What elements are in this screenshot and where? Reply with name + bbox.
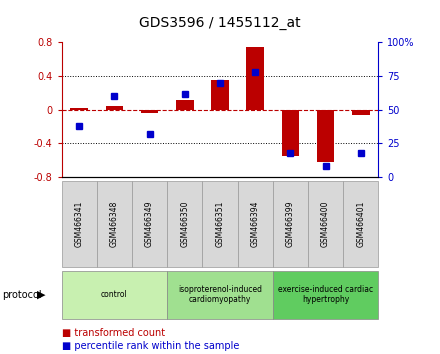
Text: control: control [101,290,128,299]
Text: GSM466394: GSM466394 [251,201,260,247]
Bar [176,100,194,110]
Bar [282,110,299,156]
Text: GSM466399: GSM466399 [286,201,295,247]
Text: GSM466341: GSM466341 [75,201,84,247]
Bar [70,108,88,110]
Text: protocol: protocol [2,290,42,300]
Text: isoproterenol-induced
cardiomyopathy: isoproterenol-induced cardiomyopathy [178,285,262,304]
Bar [352,110,370,115]
Bar [246,47,264,110]
Text: GSM466351: GSM466351 [216,201,224,247]
Text: exercise-induced cardiac
hypertrophy: exercise-induced cardiac hypertrophy [278,285,373,304]
Bar [106,106,123,110]
Text: GSM466349: GSM466349 [145,201,154,247]
Text: GSM466348: GSM466348 [110,201,119,247]
Text: ■ percentile rank within the sample: ■ percentile rank within the sample [62,341,239,351]
Bar [141,110,158,113]
Bar [317,110,334,162]
Bar [211,80,229,110]
Text: ■ transformed count: ■ transformed count [62,329,165,338]
Text: GSM466400: GSM466400 [321,201,330,247]
Text: ▶: ▶ [37,290,46,300]
Text: GDS3596 / 1455112_at: GDS3596 / 1455112_at [139,16,301,30]
Text: GSM466401: GSM466401 [356,201,365,247]
Text: GSM466350: GSM466350 [180,201,189,247]
